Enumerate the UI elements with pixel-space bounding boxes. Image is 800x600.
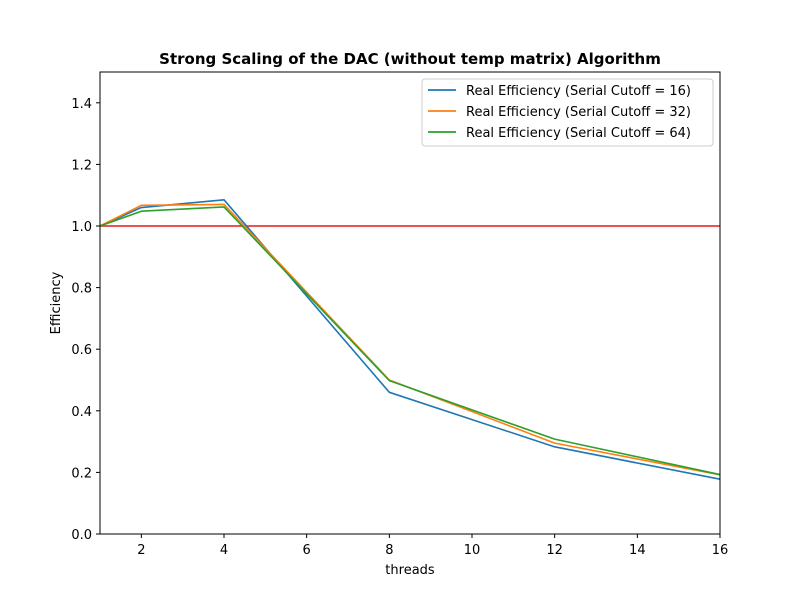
y-axis-label: Efficiency [49,271,64,334]
legend-label-1: Real Efficiency (Serial Cutoff = 16) [466,84,691,99]
x-tick-label: 4 [220,543,228,558]
y-tick-label: 0.6 [71,343,92,358]
x-tick-label: 16 [712,543,729,558]
legend-label-2: Real Efficiency (Serial Cutoff = 32) [466,105,691,120]
y-tick-label: 0.2 [71,466,92,481]
legend: Real Efficiency (Serial Cutoff = 16) Real… [421,78,714,147]
x-tick-label: 14 [629,543,646,558]
x-tick-label: 12 [546,543,563,558]
series-line-1 [99,199,721,480]
y-tick-label: 0.0 [71,528,92,543]
y-tick-label: 1.4 [71,97,92,112]
x-tick-label: 8 [385,543,393,558]
plot-frame [99,71,721,535]
x-tick-label: 6 [303,543,311,558]
x-tick-label: 10 [464,543,481,558]
x-tick-label: 2 [137,543,145,558]
series-line-3 [99,206,721,476]
y-tick-label: 1.0 [71,220,92,235]
y-tick-label: 1.2 [71,158,92,173]
y-tick-label: 0.8 [71,282,92,297]
series-line-2 [99,203,721,476]
plot-area [99,71,721,535]
axis-ticks: 2 4 6 8 10 12 14 16 0.0 0.2 0.4 0.6 0.8 1.0 1.2 1.4 [71,97,728,558]
y-tick-label: 0.4 [71,405,92,420]
legend-label-3: Real Efficiency (Serial Cutoff = 64) [466,126,691,141]
chart-title: Strong Scaling of the DAC (without temp … [159,50,661,68]
legend-frame [421,78,714,147]
x-axis-label: threads [385,563,435,578]
